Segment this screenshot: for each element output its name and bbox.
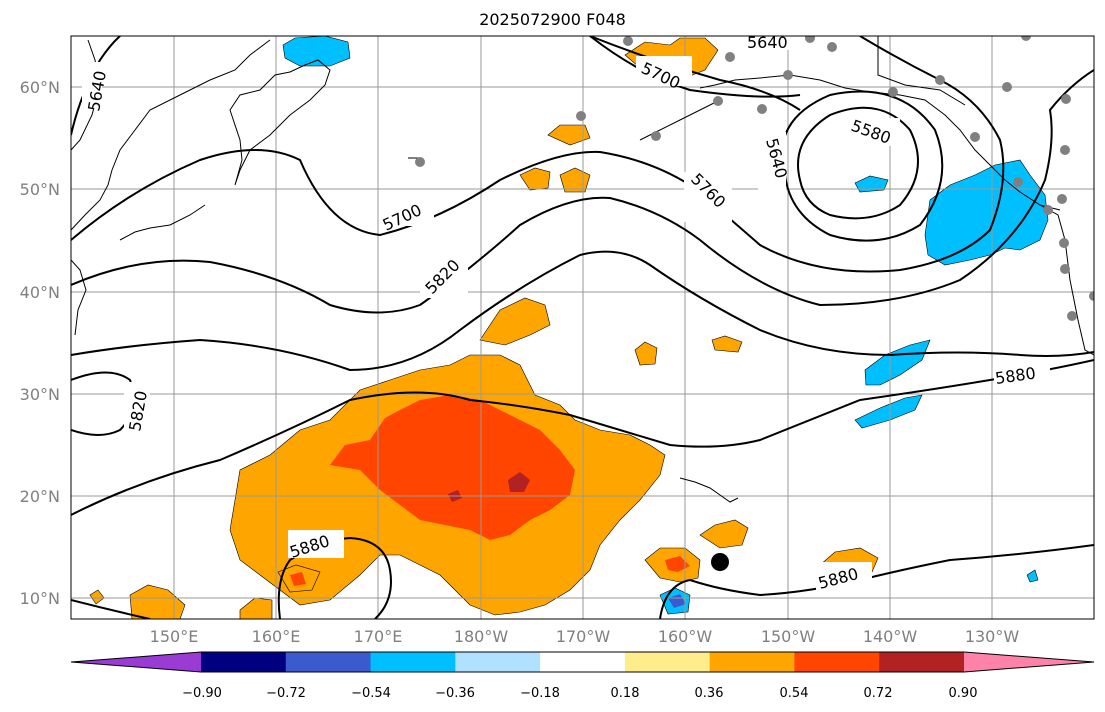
colorbar-tick-label: 0.72 <box>864 686 893 701</box>
colorbar-tick-label: 0.18 <box>611 686 640 701</box>
colorbar-segment <box>879 652 965 672</box>
station-markers <box>415 36 1094 321</box>
contour-5880-south <box>71 599 151 619</box>
colorbar-tick-label: −0.36 <box>435 686 475 701</box>
contour-5880-inner <box>277 536 392 619</box>
colorbar-segment <box>201 652 287 672</box>
lon-label: 160°W <box>658 627 713 646</box>
colorbar-tick-label: 0.90 <box>949 686 978 701</box>
colorbar-tick-label: −0.90 <box>182 686 222 701</box>
lon-label: 150°E <box>150 627 199 646</box>
latitude-axis: 60°N 50°N 40°N 30°N 20°N 10°N <box>20 78 60 608</box>
lon-label: 130°W <box>965 627 1020 646</box>
colorbar-extend-high <box>964 652 1094 672</box>
colorbar-tick-label: 0.36 <box>695 686 724 701</box>
colorbar-tick-labels: −0.90 −0.72 −0.54 −0.36 −0.18 0.18 0.36 … <box>182 686 977 701</box>
contour-5580 <box>797 106 919 220</box>
height-contours <box>71 36 1094 619</box>
lat-label: 30°N <box>20 385 60 404</box>
colorbar-tick-label: 0.54 <box>780 686 809 701</box>
storm-position-marker <box>711 553 729 571</box>
anomaly-positive-core <box>330 395 575 540</box>
colorbar-segment <box>624 652 711 672</box>
coastlines <box>71 36 1094 503</box>
lon-label: 170°E <box>354 627 403 646</box>
anomaly-positive-peak <box>508 472 530 492</box>
contour-5640-west <box>71 36 121 136</box>
longitude-axis: 150°E 160°E 170°E 180°W 170°W 160°W 150°… <box>150 627 1020 646</box>
colorbar-outline <box>70 651 1095 673</box>
lat-label: 20°N <box>20 487 60 506</box>
colorbar-tick-label: −0.18 <box>520 686 560 701</box>
contour-5640-ring <box>781 90 944 242</box>
contour-5640-east <box>589 36 801 111</box>
contour-5880 <box>71 359 1094 516</box>
colorbar-segment <box>540 652 626 672</box>
lat-label: 50°N <box>20 180 60 199</box>
map-frame <box>70 35 1095 620</box>
lon-label: 150°W <box>761 627 816 646</box>
lat-label: 60°N <box>20 78 60 97</box>
colorbar-extend-low <box>71 652 201 672</box>
lon-label: 140°W <box>863 627 918 646</box>
contour-5700 <box>71 36 1005 273</box>
lat-label: 10°N <box>20 589 60 608</box>
lon-label: 160°E <box>252 627 301 646</box>
colorbar <box>70 651 1095 673</box>
colorbar-tick-label: −0.54 <box>351 686 391 701</box>
colorbar-segment <box>285 652 372 672</box>
contour-5760 <box>71 69 1094 314</box>
lon-label: 180°W <box>454 627 509 646</box>
colorbar-segment <box>794 652 880 672</box>
colorbar-segment <box>455 652 541 672</box>
colorbar-tick-label: −0.72 <box>266 686 306 701</box>
contour-5700-north <box>589 36 801 98</box>
contour-label: 5640 <box>747 33 788 52</box>
contour-label-group: 5640 5640 5700 5700 5580 5640 5760 5820 … <box>82 33 1050 593</box>
map-title: 2025072900 F048 <box>479 10 626 29</box>
lon-label: 170°W <box>556 627 611 646</box>
contour-5820 <box>71 250 1094 372</box>
lat-label: 40°N <box>20 283 60 302</box>
map-plot-area: 5640 5640 5700 5700 5580 5640 5760 5820 … <box>71 33 1094 619</box>
colorbar-segment <box>370 652 456 672</box>
colorbar-segment <box>709 652 795 672</box>
